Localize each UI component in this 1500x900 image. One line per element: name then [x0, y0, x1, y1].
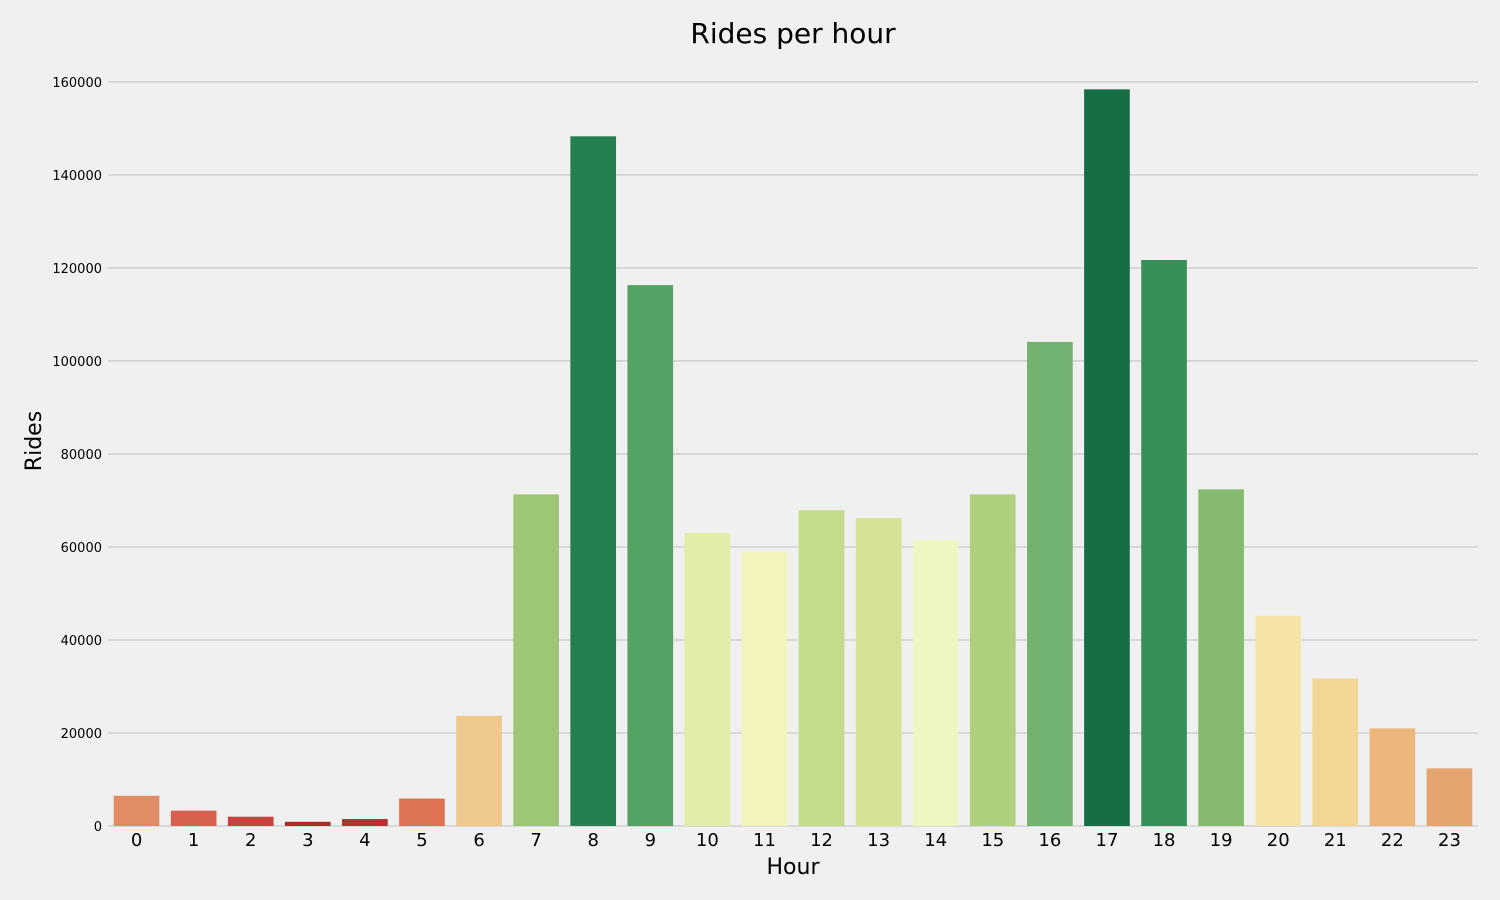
x-tick-label: 10 [696, 830, 719, 851]
bars [113, 89, 1473, 826]
bar-hour-14 [912, 539, 959, 826]
bar-hour-10 [684, 533, 731, 826]
y-tick-label: 140000 [52, 169, 102, 184]
x-tick-label: 14 [924, 830, 947, 851]
bar-hour-0 [113, 795, 160, 826]
x-tick-label: 2 [245, 830, 256, 851]
y-tick-label: 80000 [61, 448, 102, 463]
bar-hour-13 [855, 518, 902, 826]
bar-hour-23 [1426, 768, 1473, 826]
x-tick-label: 12 [810, 830, 833, 851]
y-tick-label: 20000 [61, 727, 102, 742]
x-tick-label: 15 [981, 830, 1004, 851]
x-tick-label: 6 [473, 830, 484, 851]
x-tick-label: 11 [753, 830, 776, 851]
bar-hour-22 [1369, 728, 1416, 826]
x-tick-label: 18 [1153, 830, 1176, 851]
bar-hour-7 [513, 494, 559, 826]
y-axis-label: Rides [22, 411, 47, 471]
y-tick-label: 60000 [61, 541, 102, 556]
y-tick-label: 160000 [52, 76, 102, 91]
y-tick-label: 100000 [52, 355, 102, 370]
x-tick-label: 0 [131, 830, 142, 851]
x-tick-label: 8 [587, 830, 598, 851]
bar-hour-3 [284, 821, 331, 826]
bar-hour-20 [1255, 615, 1302, 826]
y-tick-label: 40000 [61, 634, 102, 649]
bar-hour-11 [741, 551, 788, 826]
x-tick-label: 22 [1381, 830, 1404, 851]
x-tick-label: 19 [1210, 830, 1233, 851]
bar-hour-4 [342, 819, 388, 826]
x-tick-label: 7 [530, 830, 541, 851]
bar-hour-2 [227, 816, 274, 826]
x-tick-label: 23 [1438, 830, 1461, 851]
bar-hour-15 [969, 494, 1016, 826]
bar-hour-9 [627, 285, 674, 826]
x-tick-label: 4 [359, 830, 370, 851]
bar-hour-6 [456, 715, 502, 826]
bar-hour-19 [1198, 489, 1244, 826]
x-tick-label: 17 [1096, 830, 1119, 851]
bar-hour-16 [1027, 341, 1073, 826]
bar-hour-1 [170, 810, 217, 826]
bar-hour-21 [1312, 678, 1359, 826]
bar-hour-12 [798, 510, 845, 826]
x-tick-label: 9 [645, 830, 656, 851]
gridlines [108, 81, 1478, 827]
x-tick-label: 13 [867, 830, 890, 851]
x-tick-label: 1 [188, 830, 199, 851]
x-tick-label: 3 [302, 830, 313, 851]
bar-hour-8 [570, 136, 617, 826]
bar-hour-17 [1084, 89, 1130, 826]
y-axis-ticks: 0 20000 40000 60000 80000 100000 120000 140000 1… [52, 76, 102, 835]
x-tick-label: 5 [416, 830, 427, 851]
chart-title: Rides per hour [690, 17, 896, 50]
x-axis-ticks: 0 1 2 3 4 5 6 7 8 9 10 11 12 13 14 15 16 17 18 19 20 21 22 23 [131, 830, 1461, 851]
x-axis-label: Hour [767, 855, 821, 880]
bar-hour-18 [1141, 260, 1187, 826]
x-tick-label: 21 [1324, 830, 1347, 851]
y-tick-label: 0 [94, 820, 102, 835]
y-tick-label: 120000 [52, 262, 102, 277]
x-tick-label: 16 [1038, 830, 1061, 851]
x-tick-label: 20 [1267, 830, 1290, 851]
bar-hour-5 [399, 798, 445, 826]
